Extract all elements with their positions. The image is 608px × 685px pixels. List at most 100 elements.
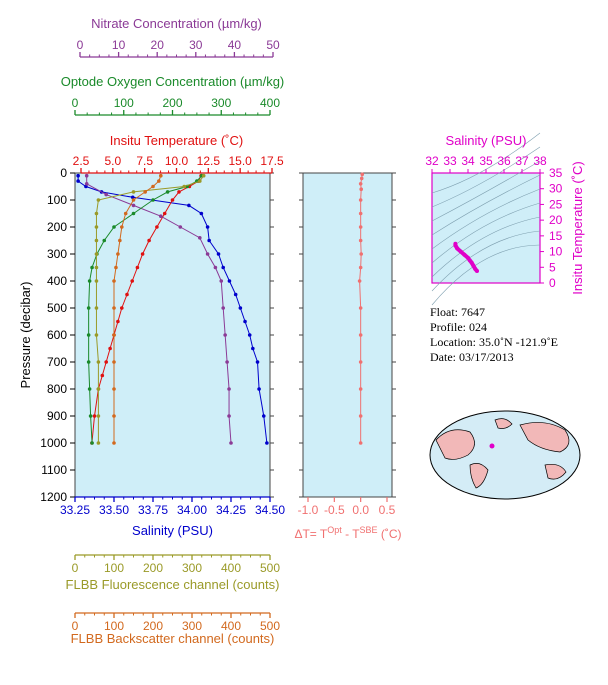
inset-salinity-tick-label: 34 xyxy=(461,154,475,168)
profile-point-nitrate xyxy=(225,360,229,364)
delta-t-point xyxy=(358,238,363,243)
profile-point-flbb xyxy=(116,252,120,256)
map-landmass xyxy=(544,463,567,480)
nitrate-tick-label: 50 xyxy=(266,38,280,52)
nitrate-tick-label: 30 xyxy=(189,38,203,52)
profile-point-insitu xyxy=(125,292,129,297)
profile-point-nitrate xyxy=(205,252,210,256)
delta-t-label-part: ΔT= T xyxy=(294,527,327,541)
profile-point-nitrate xyxy=(84,173,89,178)
profile-point-nitrate xyxy=(84,182,89,186)
profile-point-salinity xyxy=(76,179,80,183)
profile-point-salinity xyxy=(261,414,266,418)
inset-temperature-tick-label: 0 xyxy=(549,276,556,290)
profile-point-flbb xyxy=(94,306,99,310)
nitrate-tick-label: 20 xyxy=(151,38,165,52)
ts-point xyxy=(455,246,460,251)
profile-point-optode xyxy=(90,441,94,445)
profile-point-flbb xyxy=(96,387,101,391)
inset-salinity-axis-label: Salinity (PSU) xyxy=(446,133,527,148)
temperature-tick-label: 17.5 xyxy=(260,154,284,168)
profile-point-flbb xyxy=(151,184,155,189)
profile-point-nitrate xyxy=(198,236,202,240)
pressure-tick-label: 200 xyxy=(47,220,67,234)
backscatter-tick-label: 400 xyxy=(221,619,241,633)
nitrate-tick-label: 40 xyxy=(228,38,242,52)
profile-point-salinity xyxy=(84,184,88,189)
profile-point-flbb xyxy=(112,414,116,418)
density-contour xyxy=(431,132,541,194)
profile-point-flbb xyxy=(96,198,101,202)
inset-salinity-tick-label: 32 xyxy=(425,154,439,168)
density-contour xyxy=(431,188,541,250)
profile-point-salinity xyxy=(187,203,191,208)
delta-t-plot-area xyxy=(302,172,393,498)
delta-t-tick-label: 0.0 xyxy=(352,503,369,517)
float-info: Float: 7647 Profile: 024 Location: 35.0˚… xyxy=(430,305,558,364)
profile-point-insitu xyxy=(170,198,175,202)
profile-point-insitu xyxy=(147,238,151,243)
oxygen-tick-label: 400 xyxy=(260,96,280,110)
oxygen-axis-label: Optode Oxygen Concentration (µm/kg) xyxy=(61,74,285,89)
ts-inset-area xyxy=(431,172,541,284)
fluorescence-axis-label: FLBB Fluorescence channel (counts) xyxy=(66,577,280,592)
profile-point-insitu xyxy=(104,360,108,364)
salinity-axis-label: Salinity (PSU) xyxy=(132,523,213,538)
temperature-tick-label: 12.5 xyxy=(197,154,221,168)
profile-point-optode xyxy=(112,225,116,229)
profile-point-flbb xyxy=(94,211,99,216)
profile-point-insitu xyxy=(162,211,167,216)
oxygen-tick-label: 0 xyxy=(72,96,79,110)
pressure-tick-label: 1000 xyxy=(40,436,67,450)
profile-point-flbb xyxy=(94,252,99,256)
temperature-tick-label: 10.0 xyxy=(165,154,189,168)
fluorescence-tick-label: 500 xyxy=(260,561,280,575)
backscatter-tick-label: 500 xyxy=(260,619,280,633)
profile-point-insitu xyxy=(130,279,134,283)
profile-point-optode xyxy=(87,387,92,391)
profile-point-flbb xyxy=(112,360,116,364)
map-landmass xyxy=(494,418,513,429)
profile-point-nitrate xyxy=(131,203,136,208)
map-landmass xyxy=(469,463,489,489)
profile-point-flbb xyxy=(118,238,122,243)
backscatter-axis-label: FLBB Backscatter channel (counts) xyxy=(71,631,275,646)
profile-point-flbb xyxy=(120,225,124,229)
profile-point-flbb xyxy=(112,387,116,391)
profile-point-nitrate xyxy=(227,414,231,418)
profile-point-insitu xyxy=(108,346,112,351)
inset-temperature-tick-label: 25 xyxy=(549,197,563,211)
profile-point-salinity xyxy=(227,279,232,283)
backscatter-tick-label: 100 xyxy=(104,619,124,633)
profile-point-flbb xyxy=(96,360,101,364)
profile-point-flbb xyxy=(94,265,99,270)
nitrate-tick-label: 0 xyxy=(77,38,84,52)
delta-t-point xyxy=(360,172,365,177)
inset-temperature-axis-label: Insitu Temperature (˚C) xyxy=(570,161,585,294)
data-layer xyxy=(76,172,479,445)
profile-point-optode xyxy=(87,279,92,283)
profile-point-nitrate xyxy=(178,225,183,229)
inset-temperature-tick-label: 20 xyxy=(549,213,563,227)
ts-point xyxy=(458,249,463,254)
profile-point-salinity xyxy=(265,441,269,445)
nitrate-tick-label: 10 xyxy=(112,38,126,52)
profile-point-flbb xyxy=(112,279,116,283)
profile-point-flbb xyxy=(143,190,147,194)
delta-t-tick-label: -0.5 xyxy=(324,503,345,517)
density-contour xyxy=(431,160,541,222)
delta-t-point xyxy=(358,441,363,445)
ts-point xyxy=(475,269,479,274)
pressure-tick-label: 1100 xyxy=(41,463,67,477)
profile-point-flbb xyxy=(157,179,161,183)
fluorescence-tick-label: 400 xyxy=(221,561,241,575)
pressure-tick-label: 900 xyxy=(47,409,67,423)
profile-point-flbb xyxy=(123,211,128,216)
float-number: Float: 7647 xyxy=(430,305,485,319)
profile-point-salinity xyxy=(76,173,80,178)
salinity-tick-label: 34.50 xyxy=(255,503,285,517)
pressure-tick-label: 600 xyxy=(47,328,67,342)
profile-point-insitu xyxy=(120,306,124,310)
delta-t-tick-label: -1.0 xyxy=(298,503,319,517)
salinity-tick-label: 33.50 xyxy=(99,503,129,517)
